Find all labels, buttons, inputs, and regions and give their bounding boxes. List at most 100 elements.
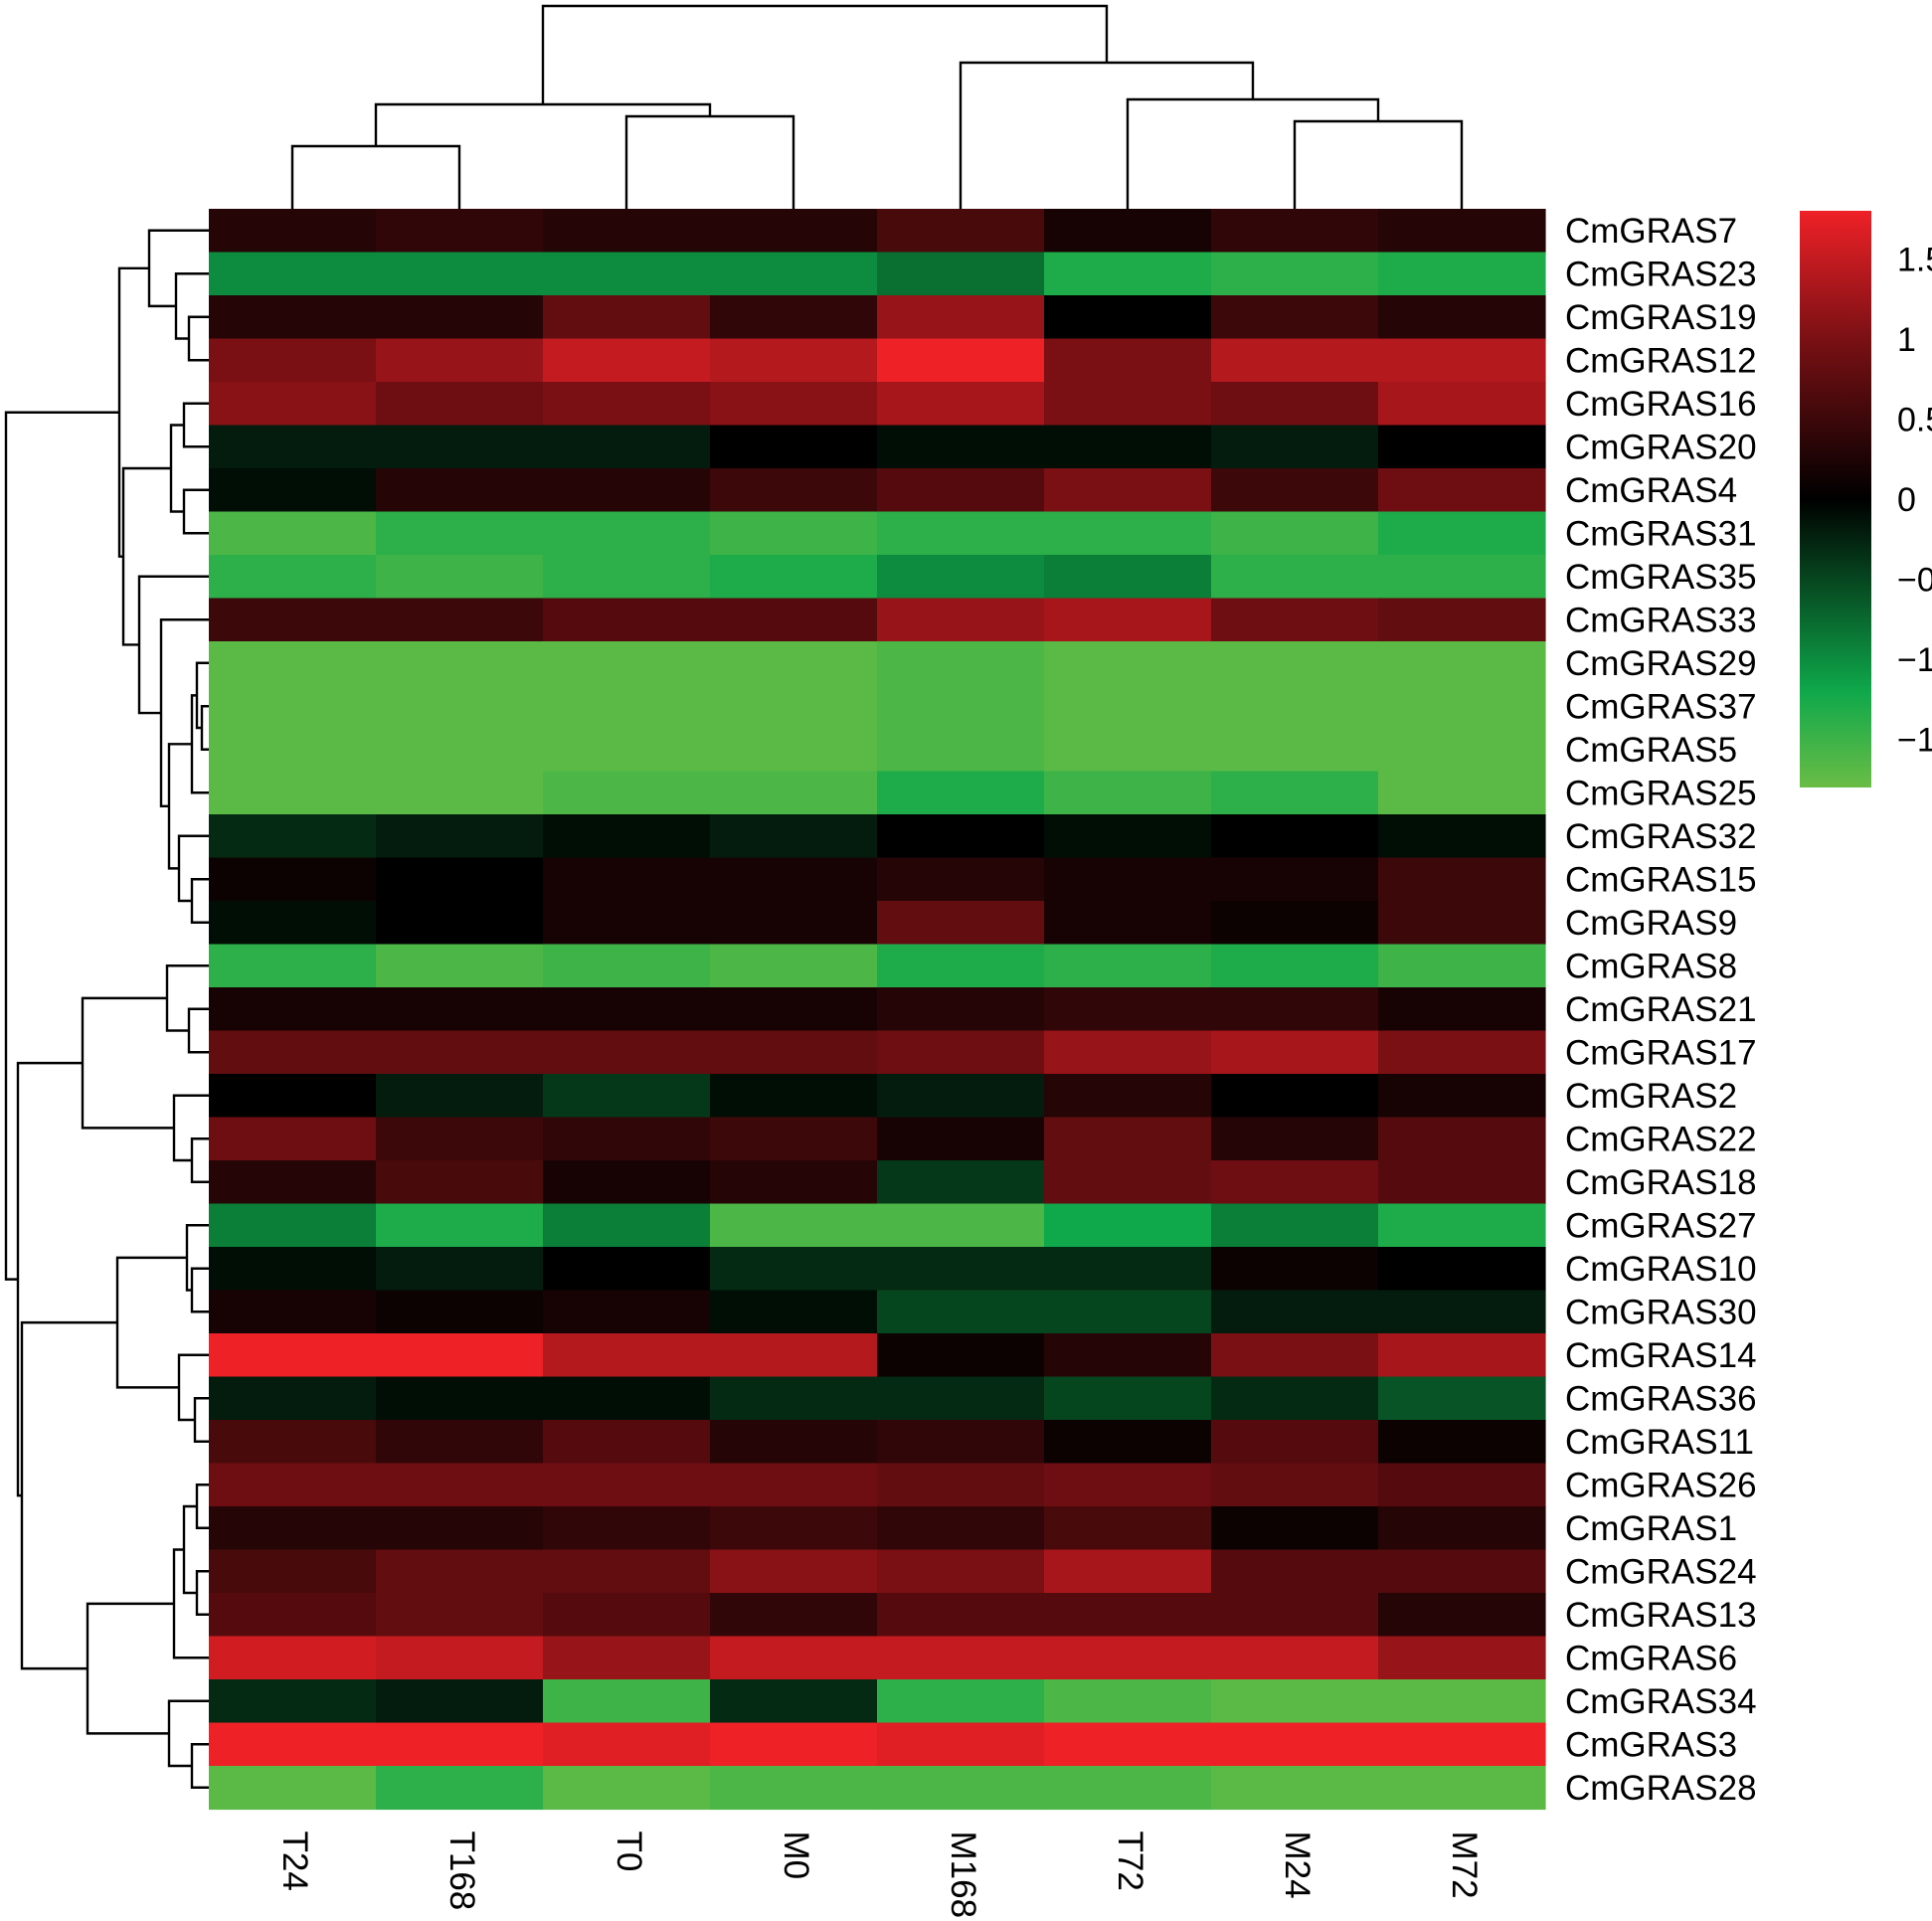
- cell-cmgras18-t72: [1044, 1160, 1212, 1205]
- cell-cmgras20-t168: [376, 425, 544, 469]
- cell-cmgras24-t24: [209, 1549, 377, 1594]
- row-label-cmgras1: CmGRAS1: [1565, 1509, 1737, 1548]
- cell-cmgras11-m24: [1211, 1420, 1379, 1465]
- cell-cmgras15-m168: [877, 857, 1045, 902]
- cell-cmgras11-m168: [877, 1420, 1045, 1465]
- cell-cmgras28-t0: [543, 1766, 711, 1811]
- cell-cmgras8-m0: [710, 944, 878, 988]
- cell-cmgras1-t72: [1044, 1506, 1212, 1551]
- cell-cmgras6-t168: [376, 1636, 544, 1680]
- cell-cmgras4-t168: [376, 468, 544, 513]
- row-label-cmgras4: CmGRAS4: [1565, 471, 1737, 510]
- column-label-t168: T168: [442, 1832, 481, 1911]
- row-label-cmgras33: CmGRAS33: [1565, 601, 1757, 639]
- cell-cmgras29-m168: [877, 641, 1045, 686]
- cell-cmgras37-m0: [710, 684, 878, 729]
- cell-cmgras9-m24: [1211, 901, 1379, 946]
- row-label-cmgras25: CmGRAS25: [1565, 774, 1757, 812]
- row-dendrogram-link: [174, 272, 209, 340]
- row-dendrogram-link: [190, 1267, 209, 1313]
- cell-cmgras28-t24: [209, 1766, 377, 1811]
- cell-cmgras3-t0: [543, 1722, 711, 1767]
- cell-cmgras31-t72: [1044, 511, 1212, 556]
- cell-cmgras3-t168: [376, 1722, 544, 1767]
- cell-cmgras26-m24: [1211, 1463, 1379, 1507]
- cell-cmgras25-m72: [1378, 771, 1546, 815]
- cell-cmgras12-t0: [543, 338, 711, 383]
- cell-cmgras37-t0: [543, 684, 711, 729]
- row-dendrogram-link: [195, 1484, 209, 1529]
- row-label-cmgras34: CmGRAS34: [1565, 1682, 1757, 1721]
- cell-cmgras19-t0: [543, 295, 711, 340]
- row-dendrogram-link: [137, 575, 209, 715]
- cell-cmgras28-t168: [376, 1766, 544, 1811]
- cell-cmgras16-t168: [376, 382, 544, 427]
- cell-cmgras22-t0: [543, 1117, 711, 1161]
- cell-cmgras27-t72: [1044, 1203, 1212, 1248]
- cell-cmgras34-m72: [1378, 1679, 1546, 1724]
- cell-cmgras16-t0: [543, 382, 711, 427]
- cell-cmgras12-m72: [1378, 338, 1546, 383]
- cell-cmgras7-t0: [543, 209, 711, 254]
- column-dendrogram-link: [624, 114, 795, 209]
- cell-cmgras35-t168: [376, 555, 544, 600]
- cell-cmgras37-m168: [877, 684, 1045, 729]
- cell-cmgras21-m168: [877, 987, 1045, 1032]
- cell-cmgras27-m24: [1211, 1203, 1379, 1248]
- cell-cmgras1-m24: [1211, 1506, 1379, 1551]
- cell-cmgras35-m168: [877, 555, 1045, 600]
- cell-cmgras12-t24: [209, 338, 377, 383]
- cell-cmgras36-m168: [877, 1376, 1045, 1421]
- cell-cmgras18-m0: [710, 1160, 878, 1205]
- cell-cmgras17-m24: [1211, 1030, 1379, 1075]
- cell-cmgras28-m24: [1211, 1766, 1379, 1811]
- cell-cmgras33-m168: [877, 598, 1045, 642]
- cell-cmgras18-t24: [209, 1160, 377, 1205]
- cell-cmgras1-m72: [1378, 1506, 1546, 1551]
- cell-cmgras27-m168: [877, 1203, 1045, 1248]
- cell-cmgras9-t168: [376, 901, 544, 946]
- cell-cmgras8-m72: [1378, 944, 1546, 988]
- cell-cmgras23-t168: [376, 252, 544, 296]
- row-label-cmgras15: CmGRAS15: [1565, 860, 1757, 899]
- cell-cmgras18-t168: [376, 1160, 544, 1205]
- cell-cmgras20-m24: [1211, 425, 1379, 469]
- cell-cmgras24-m72: [1378, 1549, 1546, 1594]
- cell-cmgras37-m24: [1211, 684, 1379, 729]
- cell-cmgras28-m168: [877, 1766, 1045, 1811]
- cell-cmgras21-t24: [209, 987, 377, 1032]
- cell-cmgras37-t168: [376, 684, 544, 729]
- row-label-cmgras20: CmGRAS20: [1565, 428, 1757, 466]
- cell-cmgras33-m24: [1211, 598, 1379, 642]
- cell-cmgras23-t0: [543, 252, 711, 296]
- cell-cmgras18-m24: [1211, 1160, 1379, 1205]
- cell-cmgras25-t168: [376, 771, 544, 815]
- row-dendrogram-link: [193, 1397, 209, 1443]
- cell-cmgras7-t24: [209, 209, 377, 254]
- cell-cmgras10-m24: [1211, 1247, 1379, 1292]
- column-dendrogram-link: [541, 4, 1109, 104]
- cell-cmgras10-m0: [710, 1247, 878, 1292]
- cell-cmgras33-t24: [209, 598, 377, 642]
- legend-tick-label: −1: [1897, 641, 1932, 679]
- row-label-cmgras14: CmGRAS14: [1565, 1336, 1757, 1375]
- cell-cmgras34-t24: [209, 1679, 377, 1724]
- cell-cmgras29-m0: [710, 641, 878, 686]
- cell-cmgras6-m72: [1378, 1636, 1546, 1680]
- cell-cmgras14-t168: [376, 1333, 544, 1378]
- row-label-cmgras17: CmGRAS17: [1565, 1033, 1757, 1072]
- cell-cmgras23-m72: [1378, 252, 1546, 296]
- column-label-m72: M72: [1445, 1832, 1484, 1899]
- cell-cmgras9-m0: [710, 901, 878, 946]
- cell-cmgras35-t24: [209, 555, 377, 600]
- row-dendrogram-link: [4, 411, 119, 1281]
- cell-cmgras33-t168: [376, 598, 544, 642]
- column-label-t72: T72: [1111, 1832, 1149, 1891]
- cell-cmgras3-m72: [1378, 1722, 1546, 1767]
- cell-cmgras35-m24: [1211, 555, 1379, 600]
- cell-cmgras12-t72: [1044, 338, 1212, 383]
- cell-cmgras7-m72: [1378, 209, 1546, 254]
- cell-cmgras25-m168: [877, 771, 1045, 815]
- cell-cmgras26-m72: [1378, 1463, 1546, 1507]
